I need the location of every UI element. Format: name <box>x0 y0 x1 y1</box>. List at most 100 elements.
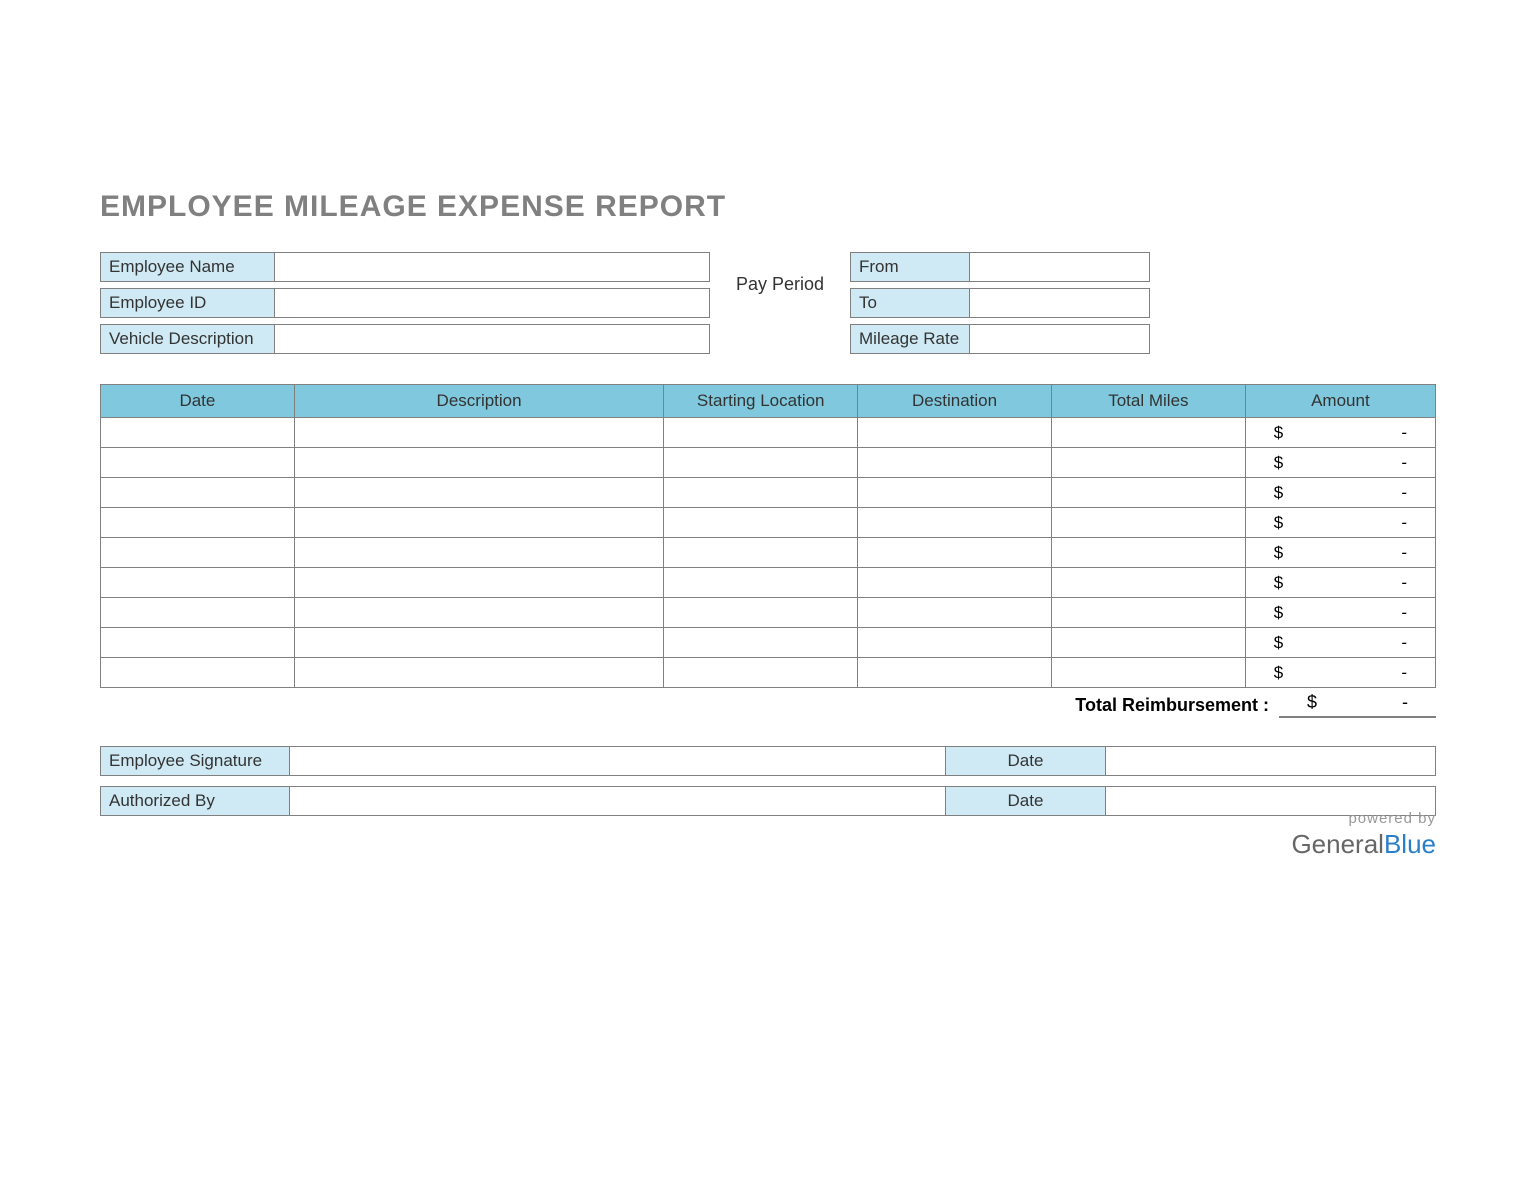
cell[interactable] <box>294 478 663 508</box>
amount-value: - <box>1401 663 1407 683</box>
cell[interactable] <box>858 418 1052 448</box>
table-row: $- <box>101 418 1436 448</box>
col-header-description: Description <box>294 385 663 418</box>
employee-id-input[interactable] <box>275 288 710 318</box>
cell[interactable] <box>101 628 295 658</box>
amount-currency: $ <box>1274 633 1283 653</box>
cell[interactable]: $- <box>1245 658 1435 688</box>
employee-sig-date-label: Date <box>946 746 1106 776</box>
cell[interactable] <box>101 508 295 538</box>
cell[interactable] <box>858 598 1052 628</box>
cell[interactable] <box>294 448 663 478</box>
amount-currency: $ <box>1274 483 1283 503</box>
cell[interactable] <box>664 598 858 628</box>
cell[interactable] <box>294 538 663 568</box>
period-info: From To Mileage Rate <box>850 252 1150 360</box>
vehicle-desc-input[interactable] <box>275 324 710 354</box>
cell[interactable] <box>664 658 858 688</box>
cell[interactable] <box>294 568 663 598</box>
cell[interactable]: $- <box>1245 628 1435 658</box>
cell[interactable] <box>101 478 295 508</box>
from-input[interactable] <box>970 252 1150 282</box>
amount-value: - <box>1401 453 1407 473</box>
cell[interactable] <box>858 508 1052 538</box>
cell[interactable] <box>101 568 295 598</box>
col-header-destination: Destination <box>858 385 1052 418</box>
table-row: $- <box>101 598 1436 628</box>
cell[interactable]: $- <box>1245 568 1435 598</box>
cell[interactable] <box>664 568 858 598</box>
cell[interactable] <box>1051 568 1245 598</box>
authorized-by-label: Authorized By <box>100 786 290 816</box>
employee-sig-date-input[interactable] <box>1106 746 1436 776</box>
cell[interactable] <box>664 508 858 538</box>
col-header-date: Date <box>101 385 295 418</box>
employee-id-label: Employee ID <box>100 288 275 318</box>
cell[interactable]: $- <box>1245 478 1435 508</box>
cell[interactable] <box>1051 658 1245 688</box>
employee-name-row: Employee Name <box>100 252 710 282</box>
logo-general: General <box>1291 829 1384 859</box>
total-row: Total Reimbursement : $ - <box>100 692 1436 718</box>
amount-value: - <box>1401 483 1407 503</box>
powered-by-text: powered by <box>1291 810 1436 827</box>
cell[interactable] <box>858 538 1052 568</box>
cell[interactable] <box>101 658 295 688</box>
cell[interactable] <box>858 658 1052 688</box>
cell[interactable] <box>101 538 295 568</box>
cell[interactable] <box>664 538 858 568</box>
cell[interactable]: $- <box>1245 508 1435 538</box>
total-label: Total Reimbursement : <box>1075 695 1269 716</box>
cell[interactable] <box>101 448 295 478</box>
cell[interactable] <box>294 598 663 628</box>
cell[interactable] <box>294 508 663 538</box>
cell[interactable] <box>1051 598 1245 628</box>
cell[interactable] <box>664 418 858 448</box>
cell[interactable] <box>1051 418 1245 448</box>
cell[interactable] <box>294 628 663 658</box>
cell[interactable] <box>1051 538 1245 568</box>
cell[interactable] <box>294 658 663 688</box>
employee-signature-label: Employee Signature <box>100 746 290 776</box>
mileage-rate-label: Mileage Rate <box>850 324 970 354</box>
cell[interactable]: $- <box>1245 448 1435 478</box>
cell[interactable] <box>664 628 858 658</box>
logo-blue: Blue <box>1384 829 1436 859</box>
cell[interactable] <box>1051 448 1245 478</box>
employee-name-label: Employee Name <box>100 252 275 282</box>
employee-name-input[interactable] <box>275 252 710 282</box>
info-section: Employee Name Employee ID Vehicle Descri… <box>100 252 1436 360</box>
to-input[interactable] <box>970 288 1150 318</box>
cell[interactable]: $- <box>1245 538 1435 568</box>
cell[interactable] <box>1051 628 1245 658</box>
cell[interactable] <box>858 568 1052 598</box>
cell[interactable] <box>858 628 1052 658</box>
table-row: $- <box>101 628 1436 658</box>
cell[interactable] <box>664 478 858 508</box>
cell[interactable] <box>858 478 1052 508</box>
authorized-date-label: Date <box>946 786 1106 816</box>
total-amount: - <box>1402 692 1408 713</box>
cell[interactable] <box>101 418 295 448</box>
amount-currency: $ <box>1274 663 1283 683</box>
cell[interactable] <box>858 448 1052 478</box>
col-header-starting-location: Starting Location <box>664 385 858 418</box>
employee-info: Employee Name Employee ID Vehicle Descri… <box>100 252 710 360</box>
mileage-rate-row: Mileage Rate <box>850 324 1150 354</box>
vehicle-desc-row: Vehicle Description <box>100 324 710 354</box>
footer: powered by GeneralBlue <box>1291 810 1436 860</box>
mileage-rate-input[interactable] <box>970 324 1150 354</box>
authorized-by-input[interactable] <box>290 786 946 816</box>
generalblue-logo: GeneralBlue <box>1291 829 1436 860</box>
cell[interactable] <box>1051 508 1245 538</box>
cell[interactable]: $- <box>1245 418 1435 448</box>
from-label: From <box>850 252 970 282</box>
cell[interactable]: $- <box>1245 598 1435 628</box>
cell[interactable] <box>101 598 295 628</box>
cell[interactable] <box>294 418 663 448</box>
cell[interactable] <box>664 448 858 478</box>
amount-currency: $ <box>1274 513 1283 533</box>
employee-signature-input[interactable] <box>290 746 946 776</box>
col-header-amount: Amount <box>1245 385 1435 418</box>
cell[interactable] <box>1051 478 1245 508</box>
